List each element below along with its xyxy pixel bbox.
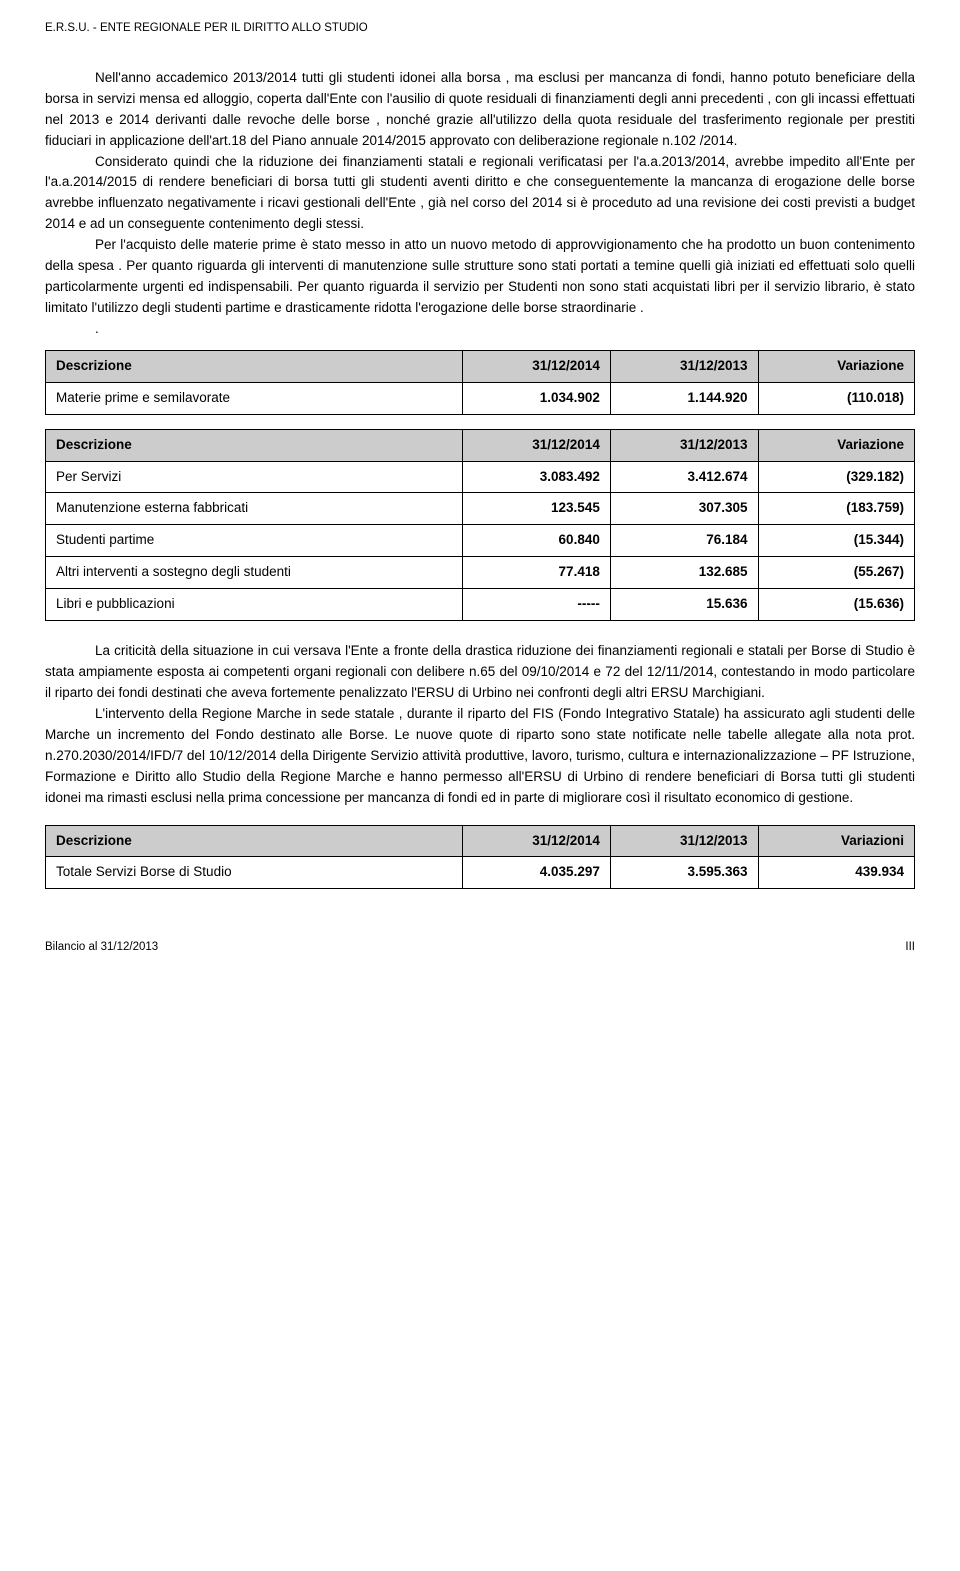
table-2: Descrizione 31/12/2014 31/12/2013 Variaz… (45, 429, 915, 622)
table-row: Altri interventi a sostegno degli studen… (46, 557, 915, 589)
cell-value: 439.934 (758, 857, 914, 889)
cell-value: 123.545 (463, 493, 611, 525)
cell-value: ----- (463, 589, 611, 621)
cell-label: Altri interventi a sostegno degli studen… (46, 557, 463, 589)
paragraph-3: Per l'acquisto delle materie prime è sta… (45, 235, 915, 319)
table-row: Per Servizi 3.083.492 3.412.674 (329.182… (46, 461, 915, 493)
cell-value: 60.840 (463, 525, 611, 557)
cell-value: 132.685 (610, 557, 758, 589)
paragraph-1: Nell'anno accademico 2013/2014 tutti gli… (45, 68, 915, 152)
table-row: Materie prime e semilavorate 1.034.902 1… (46, 382, 915, 414)
paragraph-4: La criticità della situazione in cui ver… (45, 641, 915, 704)
table-1-wrap: Descrizione 31/12/2014 31/12/2013 Variaz… (45, 350, 915, 415)
table-row: Manutenzione esterna fabbricati 123.545 … (46, 493, 915, 525)
cell-value: (110.018) (758, 382, 914, 414)
paragraph-5: L'intervento della Regione Marche in sed… (45, 704, 915, 809)
table-header-row: Descrizione 31/12/2014 31/12/2013 Variaz… (46, 350, 915, 382)
col-2013: 31/12/2013 (610, 429, 758, 461)
col-descrizione: Descrizione (46, 350, 463, 382)
cell-value: 1.034.902 (463, 382, 611, 414)
footer-left: Bilancio al 31/12/2013 (45, 939, 158, 957)
cell-value: 3.083.492 (463, 461, 611, 493)
cell-label: Libri e pubblicazioni (46, 589, 463, 621)
page-footer: Bilancio al 31/12/2013 III (45, 939, 915, 957)
cell-value: (329.182) (758, 461, 914, 493)
cell-label: Materie prime e semilavorate (46, 382, 463, 414)
cell-value: 4.035.297 (463, 857, 611, 889)
cell-value: 3.412.674 (610, 461, 758, 493)
cell-value: (15.636) (758, 589, 914, 621)
cell-label: Totale Servizi Borse di Studio (46, 857, 463, 889)
table-2-wrap: Descrizione 31/12/2014 31/12/2013 Variaz… (45, 429, 915, 622)
col-2014: 31/12/2014 (463, 350, 611, 382)
paragraph-dot: . (45, 319, 915, 340)
footer-page-number: III (905, 939, 915, 957)
table-row: Studenti partime 60.840 76.184 (15.344) (46, 525, 915, 557)
paragraph-2: Considerato quindi che la riduzione dei … (45, 152, 915, 236)
table-1: Descrizione 31/12/2014 31/12/2013 Variaz… (45, 350, 915, 415)
cell-value: 77.418 (463, 557, 611, 589)
col-descrizione: Descrizione (46, 429, 463, 461)
cell-value: 1.144.920 (610, 382, 758, 414)
cell-value: 3.595.363 (610, 857, 758, 889)
cell-value: 76.184 (610, 525, 758, 557)
table-3-wrap: Descrizione 31/12/2014 31/12/2013 Variaz… (45, 825, 915, 890)
col-variazioni: Variazioni (758, 825, 914, 857)
cell-value: (183.759) (758, 493, 914, 525)
col-variazione: Variazione (758, 429, 914, 461)
org-header: E.R.S.U. - ENTE REGIONALE PER IL DIRITTO… (45, 20, 915, 38)
cell-value: 307.305 (610, 493, 758, 525)
cell-value: 15.636 (610, 589, 758, 621)
cell-value: (55.267) (758, 557, 914, 589)
table-header-row: Descrizione 31/12/2014 31/12/2013 Variaz… (46, 429, 915, 461)
col-2014: 31/12/2014 (463, 429, 611, 461)
cell-label: Per Servizi (46, 461, 463, 493)
col-variazione: Variazione (758, 350, 914, 382)
col-2013: 31/12/2013 (610, 350, 758, 382)
col-descrizione: Descrizione (46, 825, 463, 857)
table-3: Descrizione 31/12/2014 31/12/2013 Variaz… (45, 825, 915, 890)
cell-value: (15.344) (758, 525, 914, 557)
table-row: Libri e pubblicazioni ----- 15.636 (15.6… (46, 589, 915, 621)
table-header-row: Descrizione 31/12/2014 31/12/2013 Variaz… (46, 825, 915, 857)
cell-label: Manutenzione esterna fabbricati (46, 493, 463, 525)
cell-label: Studenti partime (46, 525, 463, 557)
table-row: Totale Servizi Borse di Studio 4.035.297… (46, 857, 915, 889)
col-2013: 31/12/2013 (610, 825, 758, 857)
col-2014: 31/12/2014 (463, 825, 611, 857)
